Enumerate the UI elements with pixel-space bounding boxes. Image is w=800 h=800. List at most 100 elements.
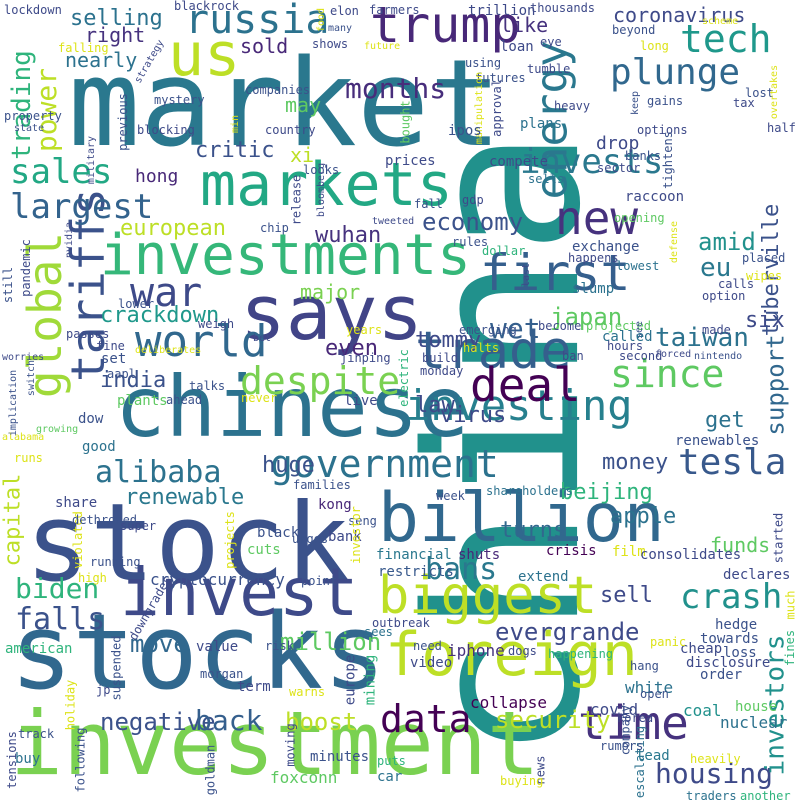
word-right: right [85, 23, 146, 47]
word-xi: xi [290, 143, 315, 167]
word-fall: fall [414, 197, 443, 211]
word-placed: placed [742, 251, 786, 265]
word-approval: approval [489, 79, 504, 137]
word-morgan: morgan [200, 667, 244, 681]
word-tech: tech [680, 17, 772, 61]
word-order: order [700, 667, 743, 683]
word-financial: financial [376, 547, 452, 563]
word-projected: projected [586, 319, 652, 333]
word-deal: deal [470, 358, 581, 412]
word-looks: looks [303, 163, 340, 177]
word-investing: investing [405, 381, 633, 430]
word-called: called [602, 329, 653, 345]
word-coal: coal [683, 701, 722, 720]
word-black: black [257, 525, 300, 541]
word-buy: buy [15, 751, 41, 767]
word-funds: funds [710, 533, 771, 557]
word-taiwan: taiwan [655, 323, 749, 353]
word-electric: electric [396, 349, 411, 407]
word-support: support [761, 334, 790, 436]
word-mining: mining [361, 654, 378, 706]
word-property: property [4, 109, 62, 123]
word-hedge: hedge [715, 617, 758, 633]
word-still: still [1, 266, 16, 304]
word-falls: falls [15, 602, 106, 637]
word-tommy: tommy [415, 328, 482, 353]
word-data: data [380, 697, 472, 741]
word-jp: jp [96, 683, 111, 697]
word-minutes: minutes [310, 749, 370, 765]
word-buying: buying [500, 774, 544, 788]
word-iphone: iphone [447, 641, 505, 660]
word-option: option [702, 289, 746, 303]
word-sells: sells [528, 172, 565, 186]
word-car: car [377, 769, 403, 785]
word-alibaba: alibaba [95, 455, 222, 490]
word-shareholders: shareholders [486, 484, 573, 498]
word-last: last [521, 262, 533, 288]
word-nearly: nearly [65, 48, 138, 72]
word-white: white [625, 678, 674, 697]
word-dethroned: dethroned [72, 513, 138, 527]
word-sector: sector [597, 161, 641, 175]
word-loss: loss [723, 645, 757, 661]
word-many: many [328, 23, 353, 34]
word-markets: markets [200, 150, 453, 220]
word-futures: futures [475, 71, 526, 85]
word-kong: kong [318, 497, 352, 513]
word-billion: billion [378, 479, 665, 558]
word-investor: investor [348, 506, 363, 564]
word-boost: boost [285, 708, 358, 736]
word-made: made [702, 323, 731, 337]
word-capital: capital [0, 473, 25, 567]
word-happening: happening [548, 647, 614, 661]
word-fines: fines [783, 629, 798, 667]
word-cuts: cuts [247, 542, 281, 558]
word-tweeted: tweeted [372, 216, 415, 227]
word-implication: implication [8, 369, 20, 437]
word-investments: investments [100, 223, 471, 288]
word-ahead: ahead [166, 393, 203, 407]
word-worries: worries [2, 352, 45, 363]
word-halts: halts [463, 341, 500, 355]
word-since: since [610, 352, 725, 396]
word-jinping: jinping [340, 351, 391, 365]
word-restricts: restricts [378, 564, 454, 580]
word-may: may [285, 93, 322, 117]
word-film: film [612, 544, 646, 560]
word-years: years [346, 323, 383, 337]
word-traders: traders [686, 789, 737, 800]
word-major: major [300, 280, 361, 304]
word-economy: economy [422, 208, 524, 236]
word-trading: trading [6, 50, 37, 160]
word-military: military [86, 135, 98, 185]
word-holiday: holiday [62, 679, 77, 731]
word-raccoon: raccoon [625, 189, 685, 205]
word-despite: despite [240, 359, 401, 403]
word-growing: growing [36, 424, 79, 435]
word-investment: investment [10, 692, 540, 795]
word-urges: urges [292, 532, 329, 546]
word-heavily: heavily [690, 752, 741, 766]
word-crackdown: crackdown [100, 303, 220, 328]
word-crash: crash [680, 577, 783, 617]
word-pandemic: pandemic [18, 239, 33, 297]
word-become: become [538, 319, 582, 333]
word-plunge: plunge [610, 52, 741, 93]
word-suspended: suspended [109, 635, 124, 701]
word-nvidia: nvidia [64, 221, 76, 259]
word-wet: wet [490, 312, 541, 345]
word-biggest: biggest [378, 566, 598, 626]
word-dogs: dogs [508, 644, 537, 658]
word-us: us [168, 20, 241, 90]
word-point: point [301, 574, 338, 588]
word-six: six [745, 308, 785, 333]
word-switch: switch [26, 359, 38, 397]
word-nintendo: nintendo [694, 351, 743, 362]
word-another: another [740, 789, 791, 800]
word-like: like [500, 13, 549, 37]
word-american: american [5, 641, 73, 657]
word-even: even [325, 336, 378, 361]
word-food: food [316, 7, 328, 33]
